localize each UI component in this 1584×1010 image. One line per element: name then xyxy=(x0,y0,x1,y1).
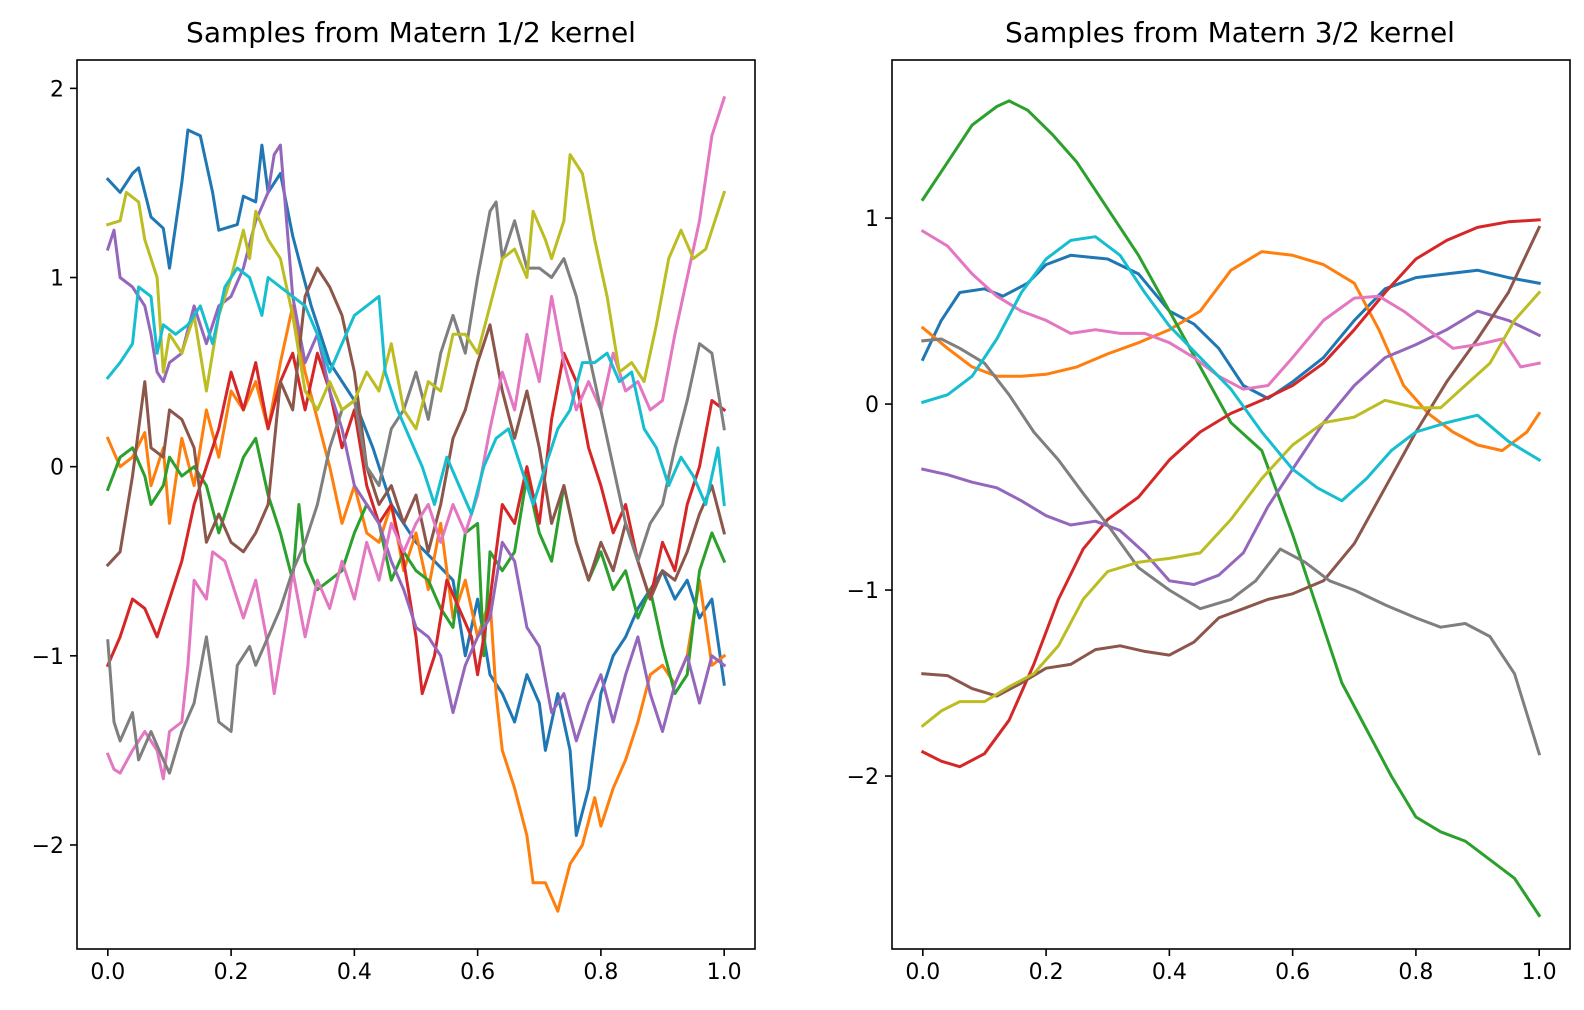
series-line-7 xyxy=(920,229,1541,391)
x-tick-label: 0.6 xyxy=(1275,960,1310,985)
y-tick-label: −1 xyxy=(32,645,64,670)
plot-frame xyxy=(891,59,1571,950)
x-tick-label: 0.6 xyxy=(460,960,495,985)
plot-frame xyxy=(76,59,756,950)
x-tick-label: 0.4 xyxy=(1152,960,1187,985)
series-line-10 xyxy=(105,266,726,516)
x-tick-label: 0.8 xyxy=(583,960,618,985)
chart-title: Samples from Matern 3/2 kernel xyxy=(1005,16,1455,49)
x-tick-label: 0.2 xyxy=(214,960,249,985)
tick-layer: 0.0 0.2 0.4 0.6 0.8 1.0 −2 −1 0 1 xyxy=(847,207,1557,985)
series-line-5 xyxy=(921,309,1542,586)
y-tick-label: 2 xyxy=(50,77,64,102)
y-tick-label: −2 xyxy=(847,765,879,790)
y-tick-label: 0 xyxy=(865,393,879,418)
series-line-10 xyxy=(920,235,1542,503)
y-tick-label: 1 xyxy=(50,267,64,292)
chart-title: Samples from Matern 1/2 kernel xyxy=(186,16,636,49)
series-line-6 xyxy=(921,225,1542,698)
x-tick-label: 0.2 xyxy=(1029,960,1064,985)
x-tick-label: 1.0 xyxy=(707,960,742,985)
series-layer xyxy=(105,95,727,913)
series-line-4 xyxy=(105,351,727,696)
y-tick-label: 1 xyxy=(865,207,879,232)
series-line-3 xyxy=(920,99,1542,918)
series-line-2 xyxy=(105,304,727,913)
y-tick-label: −1 xyxy=(847,579,879,604)
x-tick-label: 0.4 xyxy=(337,960,372,985)
x-tick-label: 0.8 xyxy=(1398,960,1433,985)
series-line-3 xyxy=(105,436,727,696)
series-line-1 xyxy=(920,253,1541,400)
series-line-9 xyxy=(920,290,1542,728)
series-line-9 xyxy=(105,153,727,431)
x-tick-label: 0.0 xyxy=(905,960,940,985)
series-line-1 xyxy=(105,128,726,837)
series-line-8 xyxy=(921,337,1542,756)
series-layer xyxy=(920,99,1542,918)
x-tick-label: 1.0 xyxy=(1522,960,1557,985)
tick-layer: 0.0 0.2 0.4 0.6 0.8 1.0 −2 −1 0 1 2 xyxy=(32,77,742,985)
chart-panel-matern-32: Samples from Matern 3/2 kernel 0.0 0.2 0.4… xyxy=(847,16,1571,985)
series-line-6 xyxy=(105,266,727,601)
y-tick-label: 0 xyxy=(50,456,64,481)
chart-panel-matern-12: Samples from Matern 1/2 kernel 0.0 0.2 0.4… xyxy=(32,16,756,985)
y-tick-label: −2 xyxy=(32,834,64,859)
series-line-2 xyxy=(920,250,1542,453)
series-line-4 xyxy=(920,218,1541,769)
x-tick-label: 0.0 xyxy=(90,960,125,985)
